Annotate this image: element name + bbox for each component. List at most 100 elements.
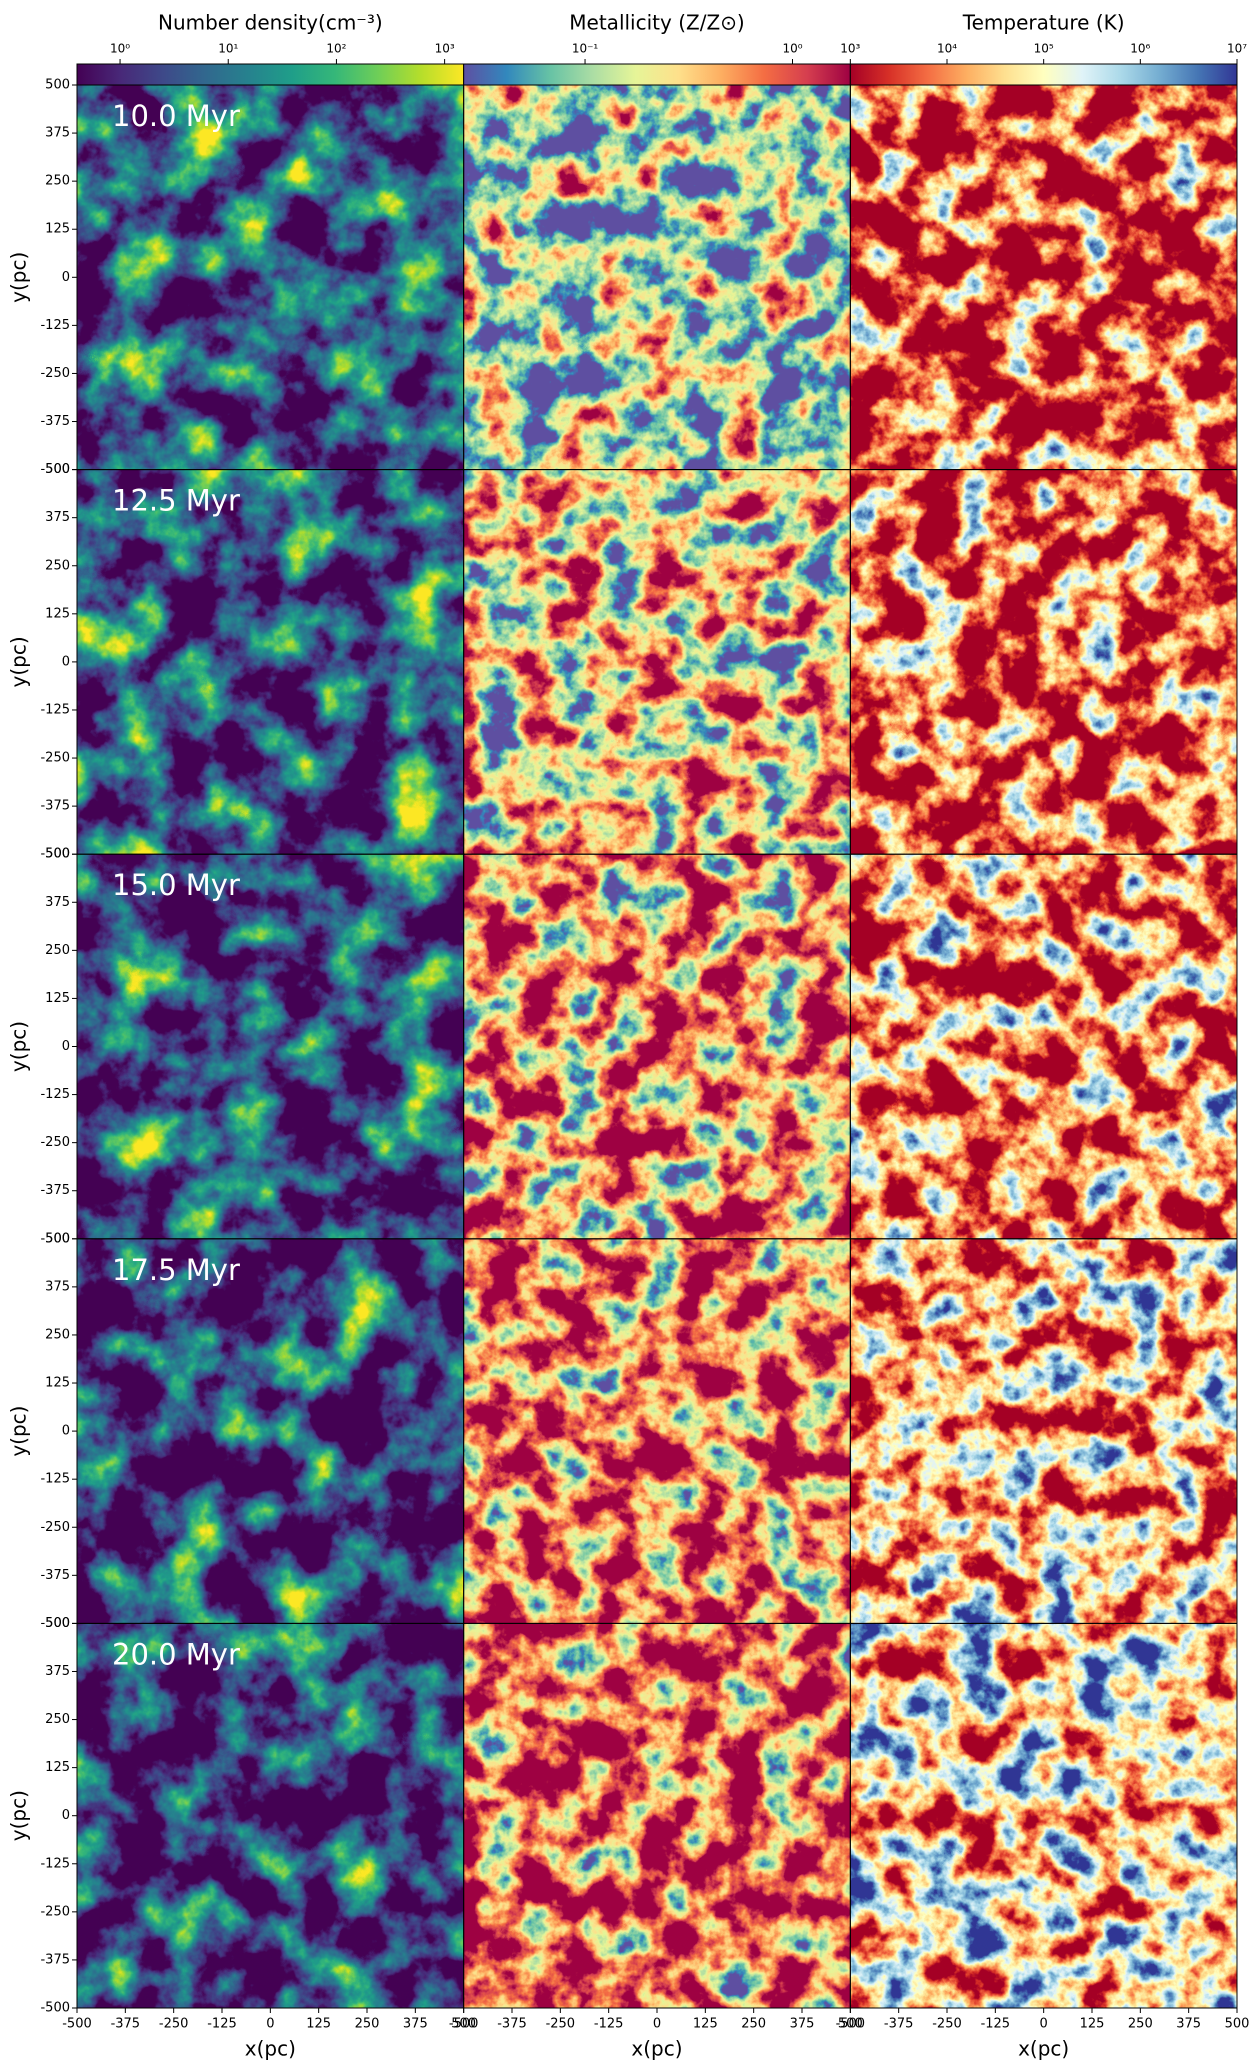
simulation-panel: [77, 854, 464, 1239]
y-tick-label: 250: [45, 1712, 70, 1727]
x-tick-label: 250: [1128, 2017, 1153, 2032]
y-tick-label: 375: [45, 1279, 70, 1294]
time-label: 17.5 Myr: [112, 1253, 240, 1287]
y-tick-label: -125: [40, 1087, 70, 1102]
colorbar-tick-label: 10¹: [218, 42, 238, 56]
y-tick-label: -375: [40, 799, 70, 814]
colorbar-tick-label: 10⁰: [110, 42, 130, 56]
y-tick-label: -375: [40, 1952, 70, 1967]
simulation-panel: [850, 1238, 1237, 1624]
simulation-panel: [463, 1238, 851, 1624]
x-tick-label: 0: [653, 2017, 661, 2032]
x-tick-label: 500: [1225, 2017, 1250, 2032]
colorbar-tick-label: 10⁵: [1034, 42, 1054, 56]
x-tick-label: 375: [1176, 2017, 1201, 2032]
y-tick-label: 250: [45, 174, 70, 189]
colorbar-tick-label: 10³: [840, 42, 860, 56]
x-tick-label: -125: [207, 2017, 237, 2032]
x-tick-label: 125: [306, 2017, 331, 2032]
colorbar-tick-label: 10⁻¹: [572, 42, 599, 56]
colorbar: [849, 63, 1238, 86]
colorbar: [76, 63, 465, 86]
x-tick-label: 500: [838, 2017, 863, 2032]
y-tick-label: -500: [40, 2001, 70, 2016]
x-axis-label: x(pc): [631, 2037, 682, 2061]
y-tick-label: 250: [45, 1327, 70, 1342]
colorbar: [463, 63, 851, 86]
simulation-panel: [463, 854, 851, 1239]
y-tick-label: -125: [40, 1856, 70, 1871]
colorbar-tick-label: 10⁶: [1130, 42, 1150, 56]
y-tick-label: 0: [62, 654, 70, 669]
y-tick-label: 500: [45, 1231, 70, 1246]
x-tick-label: -500: [836, 2017, 866, 2032]
simulation-panel: [463, 469, 851, 855]
x-tick-label: -375: [497, 2017, 527, 2032]
colorbar-tick-label: 10²: [326, 42, 346, 56]
y-axis-label: y(pc): [7, 1406, 31, 1457]
y-tick-label: 500: [45, 847, 70, 862]
y-tick-label: 0: [62, 270, 70, 285]
x-tick-label: -500: [449, 2017, 479, 2032]
simulation-panel: [463, 85, 851, 470]
y-tick-label: -500: [40, 847, 70, 862]
time-label: 15.0 Myr: [112, 868, 240, 902]
simulation-panel: [77, 469, 464, 855]
y-tick-label: -250: [40, 751, 70, 766]
y-axis-label: y(pc): [7, 252, 31, 303]
y-tick-label: 500: [45, 462, 70, 477]
y-tick-label: 375: [45, 126, 70, 141]
y-tick-label: -375: [40, 1568, 70, 1583]
y-tick-label: -125: [40, 318, 70, 333]
x-tick-label: -375: [111, 2017, 141, 2032]
time-label: 20.0 Myr: [112, 1637, 240, 1671]
x-tick-label: 0: [266, 2017, 274, 2032]
colorbar-tick-label: 10⁴: [937, 42, 957, 56]
y-tick-label: 0: [62, 1808, 70, 1823]
y-tick-label: 125: [45, 606, 70, 621]
x-tick-label: 375: [790, 2017, 815, 2032]
y-tick-label: -375: [40, 1183, 70, 1198]
y-tick-label: 125: [45, 1376, 70, 1391]
simulation-panel: [77, 1623, 464, 2008]
y-axis-label: y(pc): [7, 636, 31, 687]
colorbar-tick-label: 10³: [435, 42, 455, 56]
simulation-panel: [463, 1623, 851, 2008]
x-tick-label: 500: [451, 2017, 476, 2032]
y-tick-label: 0: [62, 1424, 70, 1439]
x-tick-label: 375: [403, 2017, 428, 2032]
y-axis-label: y(pc): [7, 1021, 31, 1072]
y-tick-label: 500: [45, 1616, 70, 1631]
colorbar-title: Temperature (K): [962, 11, 1125, 35]
x-tick-label: 250: [355, 2017, 380, 2032]
y-tick-label: -250: [40, 1520, 70, 1535]
y-tick-label: 250: [45, 943, 70, 958]
y-tick-label: 125: [45, 1760, 70, 1775]
x-tick-label: 125: [1080, 2017, 1105, 2032]
y-tick-label: -500: [40, 462, 70, 477]
y-tick-label: -250: [40, 1135, 70, 1150]
y-tick-label: -125: [40, 702, 70, 717]
x-tick-label: -375: [884, 2017, 914, 2032]
y-tick-label: 375: [45, 1664, 70, 1679]
simulation-panel: [850, 469, 1237, 855]
x-tick-label: -500: [62, 2017, 92, 2032]
colorbar-title: Number density(cm⁻³): [158, 11, 383, 35]
x-tick-label: -125: [594, 2017, 624, 2032]
x-tick-label: 125: [693, 2017, 718, 2032]
simulation-panel: [850, 1623, 1237, 2008]
y-axis-label: y(pc): [7, 1790, 31, 1841]
x-tick-label: 0: [1040, 2017, 1048, 2032]
y-tick-label: 375: [45, 895, 70, 910]
y-tick-label: -500: [40, 1616, 70, 1631]
x-axis-label: x(pc): [245, 2037, 296, 2061]
x-axis-label: x(pc): [1018, 2037, 1069, 2061]
x-tick-label: -250: [932, 2017, 962, 2032]
simulation-panel: [77, 1238, 464, 1624]
y-tick-label: 250: [45, 558, 70, 573]
time-label: 12.5 Myr: [112, 484, 240, 518]
time-label: 10.0 Myr: [112, 99, 240, 133]
simulation-panel: [850, 85, 1237, 470]
colorbar-title: Metallicity (Z/Z⊙): [569, 11, 744, 35]
